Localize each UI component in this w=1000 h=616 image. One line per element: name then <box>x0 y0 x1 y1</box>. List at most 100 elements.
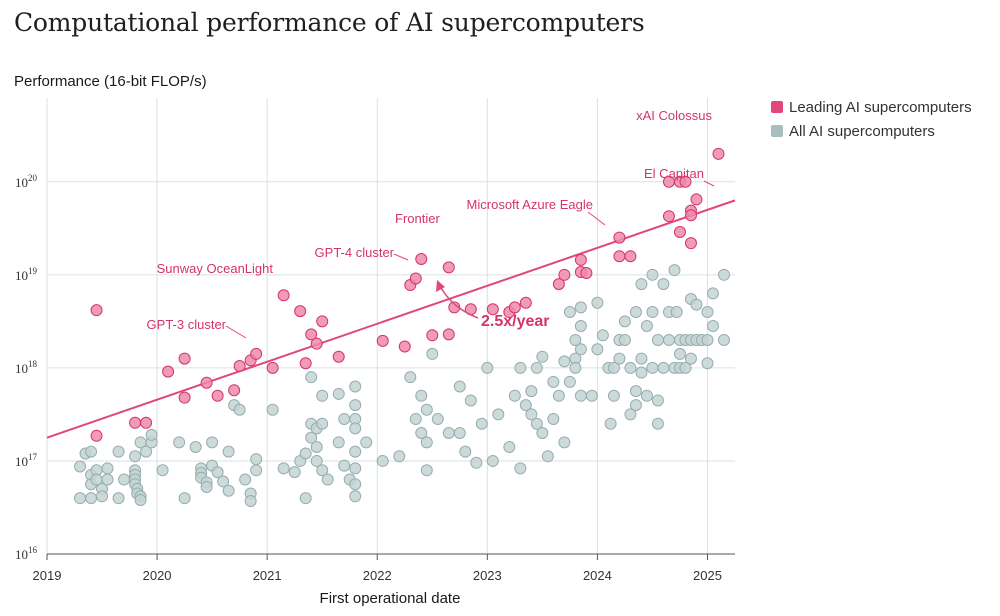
all-data-point <box>288 466 301 479</box>
all-data-point <box>173 436 186 449</box>
chart-title: Computational performance of AI supercom… <box>14 8 645 37</box>
all-data-point <box>332 436 345 449</box>
all-data-point <box>607 389 620 402</box>
leading-data-point <box>178 391 191 404</box>
all-data-point <box>222 484 235 497</box>
leading-data-point <box>558 268 571 281</box>
leading-data-point <box>332 350 345 363</box>
x-tick-label: 2022 <box>363 568 392 583</box>
all-data-point <box>85 492 98 505</box>
all-data-point <box>101 473 114 486</box>
all-data-point <box>74 492 87 505</box>
leading-data-point <box>690 193 703 206</box>
all-data-point <box>475 417 488 430</box>
all-data-point <box>420 436 433 449</box>
trend-rate-annotation: 2.5x/year <box>436 280 550 330</box>
leading-data-point <box>211 389 224 402</box>
leading-data-point <box>90 304 103 317</box>
x-tick-label: 2021 <box>253 568 282 583</box>
all-data-point <box>547 413 560 426</box>
all-data-point <box>701 333 714 346</box>
all-data-point <box>525 408 538 421</box>
all-data-point <box>233 403 246 416</box>
leading-data-point <box>305 328 318 341</box>
all-data-point <box>316 464 329 477</box>
all-data-point <box>481 361 494 374</box>
all-data-point <box>459 445 472 458</box>
all-data-point <box>299 492 312 505</box>
annotation-label: El Capitan <box>644 166 704 181</box>
leading-data-point <box>684 209 697 222</box>
all-data-point <box>525 385 538 398</box>
annotation-label: xAI Colossus <box>636 108 712 123</box>
all-data-point <box>464 394 477 407</box>
all-data-point <box>250 464 263 477</box>
all-data-point <box>596 329 609 342</box>
y-tick-label: 1017 <box>15 452 38 469</box>
all-data-point <box>360 436 373 449</box>
y-tick-base: 10 <box>15 547 28 562</box>
all-data-point <box>156 464 169 477</box>
all-data-point <box>85 445 98 458</box>
leading-data-point <box>673 226 686 239</box>
leading-data-point <box>712 147 725 160</box>
leading-data-point <box>409 272 422 285</box>
all-data-point <box>536 350 549 363</box>
all-data-point <box>635 278 648 291</box>
legend-all-label: All AI supercomputers <box>789 123 935 140</box>
all-data-point <box>310 440 323 453</box>
all-data-point <box>415 389 428 402</box>
all-data-point <box>349 399 362 412</box>
all-data-point <box>338 413 351 426</box>
y-tick-label: 1020 <box>15 173 38 190</box>
all-data-point <box>670 306 683 319</box>
y-tick-base: 10 <box>15 268 28 283</box>
all-data-point <box>558 436 571 449</box>
all-data-point <box>332 387 345 400</box>
leading-data-point <box>228 384 241 397</box>
all-data-point <box>558 355 571 368</box>
leading-data-point <box>200 376 213 389</box>
leading-data-point <box>294 305 307 318</box>
all-data-point <box>239 473 252 486</box>
leading-data-point <box>552 278 565 291</box>
all-data-point <box>349 380 362 393</box>
x-tick-label: 2020 <box>143 568 172 583</box>
all-data-point <box>376 454 389 467</box>
all-data-point <box>706 320 719 332</box>
all-data-point <box>651 333 664 346</box>
all-data-point <box>574 343 587 356</box>
all-data-point <box>629 385 642 398</box>
all-data-point <box>640 389 653 402</box>
leading-data-point <box>299 357 312 370</box>
all-data-point <box>453 380 466 393</box>
leading-data-point <box>519 296 532 309</box>
all-data-point <box>552 389 565 402</box>
leading-data-point <box>662 210 675 223</box>
leading-data-point <box>277 289 290 302</box>
all-data-point <box>629 399 642 412</box>
trend-arrow <box>439 285 479 319</box>
all-data-point <box>250 453 263 466</box>
all-data-point <box>618 333 631 346</box>
all-data-point <box>585 389 598 402</box>
all-data-point <box>624 361 637 374</box>
all-data-point <box>112 445 125 458</box>
x-tick-label: 2024 <box>583 568 612 583</box>
leading-data-point <box>574 253 587 266</box>
all-data-point <box>244 494 257 507</box>
all-data-point <box>690 298 703 311</box>
leading-data-point <box>486 303 499 316</box>
all-data-point <box>140 445 153 458</box>
leading-data-point <box>266 361 279 374</box>
all-data-point <box>591 296 604 309</box>
legend-leading-label: Leading AI supercomputers <box>789 99 972 116</box>
y-tick-label: 1019 <box>15 266 38 283</box>
all-data-point <box>200 480 213 493</box>
annotation-label: Frontier <box>395 211 440 226</box>
all-data-point <box>74 460 87 473</box>
all-data-point <box>431 413 444 426</box>
all-data-point <box>420 403 433 416</box>
annotation-connector <box>225 325 247 339</box>
all-data-point <box>299 447 312 460</box>
